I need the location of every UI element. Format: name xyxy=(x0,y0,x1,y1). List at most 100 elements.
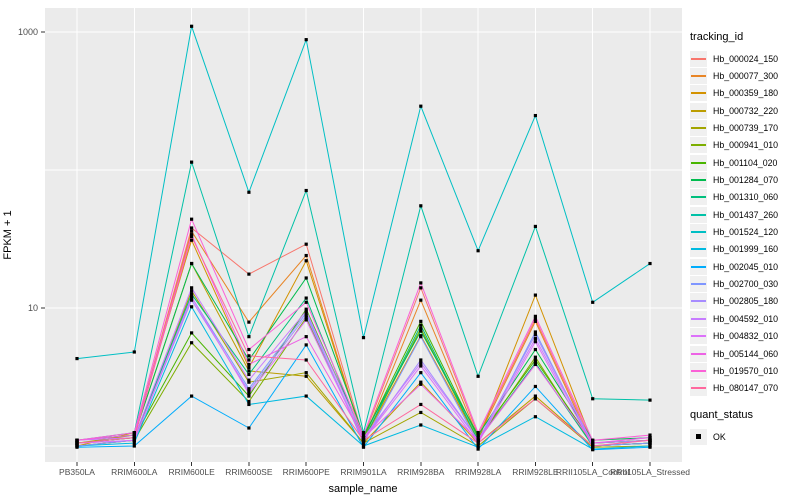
data-point xyxy=(419,326,423,331)
x-tick-label: RRIM928LA xyxy=(454,467,502,477)
data-point xyxy=(476,447,480,451)
data-point xyxy=(533,397,537,401)
data-point xyxy=(591,300,595,304)
legend-item-label: Hb_002700_030 xyxy=(713,279,779,290)
legend-swatch-line xyxy=(691,109,706,112)
legend-item: Hb_002045_010 xyxy=(690,258,798,275)
legend-key xyxy=(690,328,707,345)
legend-item-label: Hb_004832_010 xyxy=(713,331,779,342)
data-point xyxy=(304,259,308,263)
legend-item: Hb_001437_260 xyxy=(690,206,798,223)
data-point xyxy=(190,261,194,266)
data-point xyxy=(533,293,537,297)
data-point xyxy=(533,330,537,334)
data-point xyxy=(419,281,423,285)
data-point xyxy=(533,358,537,362)
legend-key xyxy=(690,206,707,223)
data-point xyxy=(247,365,251,370)
data-point xyxy=(533,337,537,341)
data-point xyxy=(304,335,308,339)
legend-item-label: Hb_000077_300 xyxy=(713,71,779,82)
data-point xyxy=(361,445,366,449)
data-point xyxy=(648,433,652,437)
data-point xyxy=(419,323,423,327)
legend-swatch-line xyxy=(691,75,706,78)
legend-item: Hb_001104_020 xyxy=(690,154,798,171)
data-point xyxy=(247,320,251,324)
data-point xyxy=(190,289,194,293)
data-point xyxy=(533,355,537,359)
legend-item-label: Hb_000024_150 xyxy=(713,53,779,64)
data-point xyxy=(419,410,423,415)
data-point xyxy=(304,314,308,318)
data-point xyxy=(361,441,366,445)
legend-item: Hb_000359_180 xyxy=(690,85,798,102)
data-point xyxy=(304,296,308,300)
legend-swatch-line xyxy=(691,283,706,286)
legend-key xyxy=(690,258,707,275)
legend-swatch-line xyxy=(691,335,706,338)
x-tick-label: RRII105LA_Stressed xyxy=(610,467,690,477)
x-tick-label: RRIM600LA xyxy=(111,467,158,477)
data-point xyxy=(476,431,480,435)
legend-item-label: Hb_001104_020 xyxy=(713,157,778,168)
legend-key xyxy=(690,189,707,206)
data-point xyxy=(591,448,595,452)
legend: tracking_id Hb_000024_150 Hb_000077_300 Hb… xyxy=(690,31,798,445)
legend-item-label: Hb_000359_180 xyxy=(713,88,779,99)
legend-swatch-line xyxy=(691,179,706,182)
data-point xyxy=(476,374,480,378)
quant-legend-item-label: OK xyxy=(713,431,726,442)
data-point xyxy=(304,307,308,311)
legend-item-label: Hb_002805_180 xyxy=(713,296,779,307)
data-point xyxy=(304,311,308,315)
legend-item: Hb_002805_180 xyxy=(690,293,798,310)
legend-item-label: Hb_019570_010 xyxy=(713,365,779,376)
quant-legend-items: OK xyxy=(690,428,798,445)
data-point xyxy=(533,362,537,367)
x-axis-title: sample_name xyxy=(328,483,398,495)
legend-item-label: Hb_002045_010 xyxy=(713,261,779,272)
data-point xyxy=(533,113,537,118)
data-point xyxy=(190,286,194,290)
data-point xyxy=(533,384,537,389)
data-point xyxy=(304,242,308,246)
data-point xyxy=(304,188,308,193)
legend-swatch-line xyxy=(691,213,706,216)
data-point xyxy=(591,438,595,442)
data-point xyxy=(476,441,480,445)
legend-item: Hb_019570_010 xyxy=(690,362,798,379)
data-point xyxy=(132,441,136,445)
legend-item-label: Hb_001437_260 xyxy=(713,209,779,220)
data-point xyxy=(247,372,251,377)
x-tick-label: RRIM901LA xyxy=(340,467,387,477)
data-point xyxy=(190,24,194,28)
data-point xyxy=(247,380,251,384)
x-tick-label: RRIM928BA xyxy=(397,467,445,477)
x-tick-label: RRIM600LE xyxy=(168,467,215,477)
legend-item: Hb_004832_010 xyxy=(690,328,798,345)
data-point xyxy=(304,394,308,398)
data-point xyxy=(247,335,251,339)
data-point xyxy=(190,238,194,242)
legend-key xyxy=(690,345,707,362)
data-point xyxy=(190,292,194,296)
data-point xyxy=(304,309,308,313)
data-point xyxy=(419,286,423,290)
legend-item: Hb_080147_070 xyxy=(690,380,798,397)
legend-title: tracking_id xyxy=(690,31,744,43)
legend-swatch-line xyxy=(691,231,706,234)
data-point xyxy=(419,402,423,407)
data-point xyxy=(304,300,308,304)
legend-item-label: Hb_000732_220 xyxy=(713,105,779,116)
legend-key xyxy=(690,102,707,119)
legend-key xyxy=(690,362,707,379)
legend-swatch-line xyxy=(691,369,706,372)
data-point xyxy=(533,415,537,419)
legend-key xyxy=(690,85,707,102)
data-point xyxy=(190,295,194,299)
legend-key xyxy=(690,380,707,397)
legend-swatch-line xyxy=(691,196,706,199)
data-point xyxy=(304,374,308,378)
